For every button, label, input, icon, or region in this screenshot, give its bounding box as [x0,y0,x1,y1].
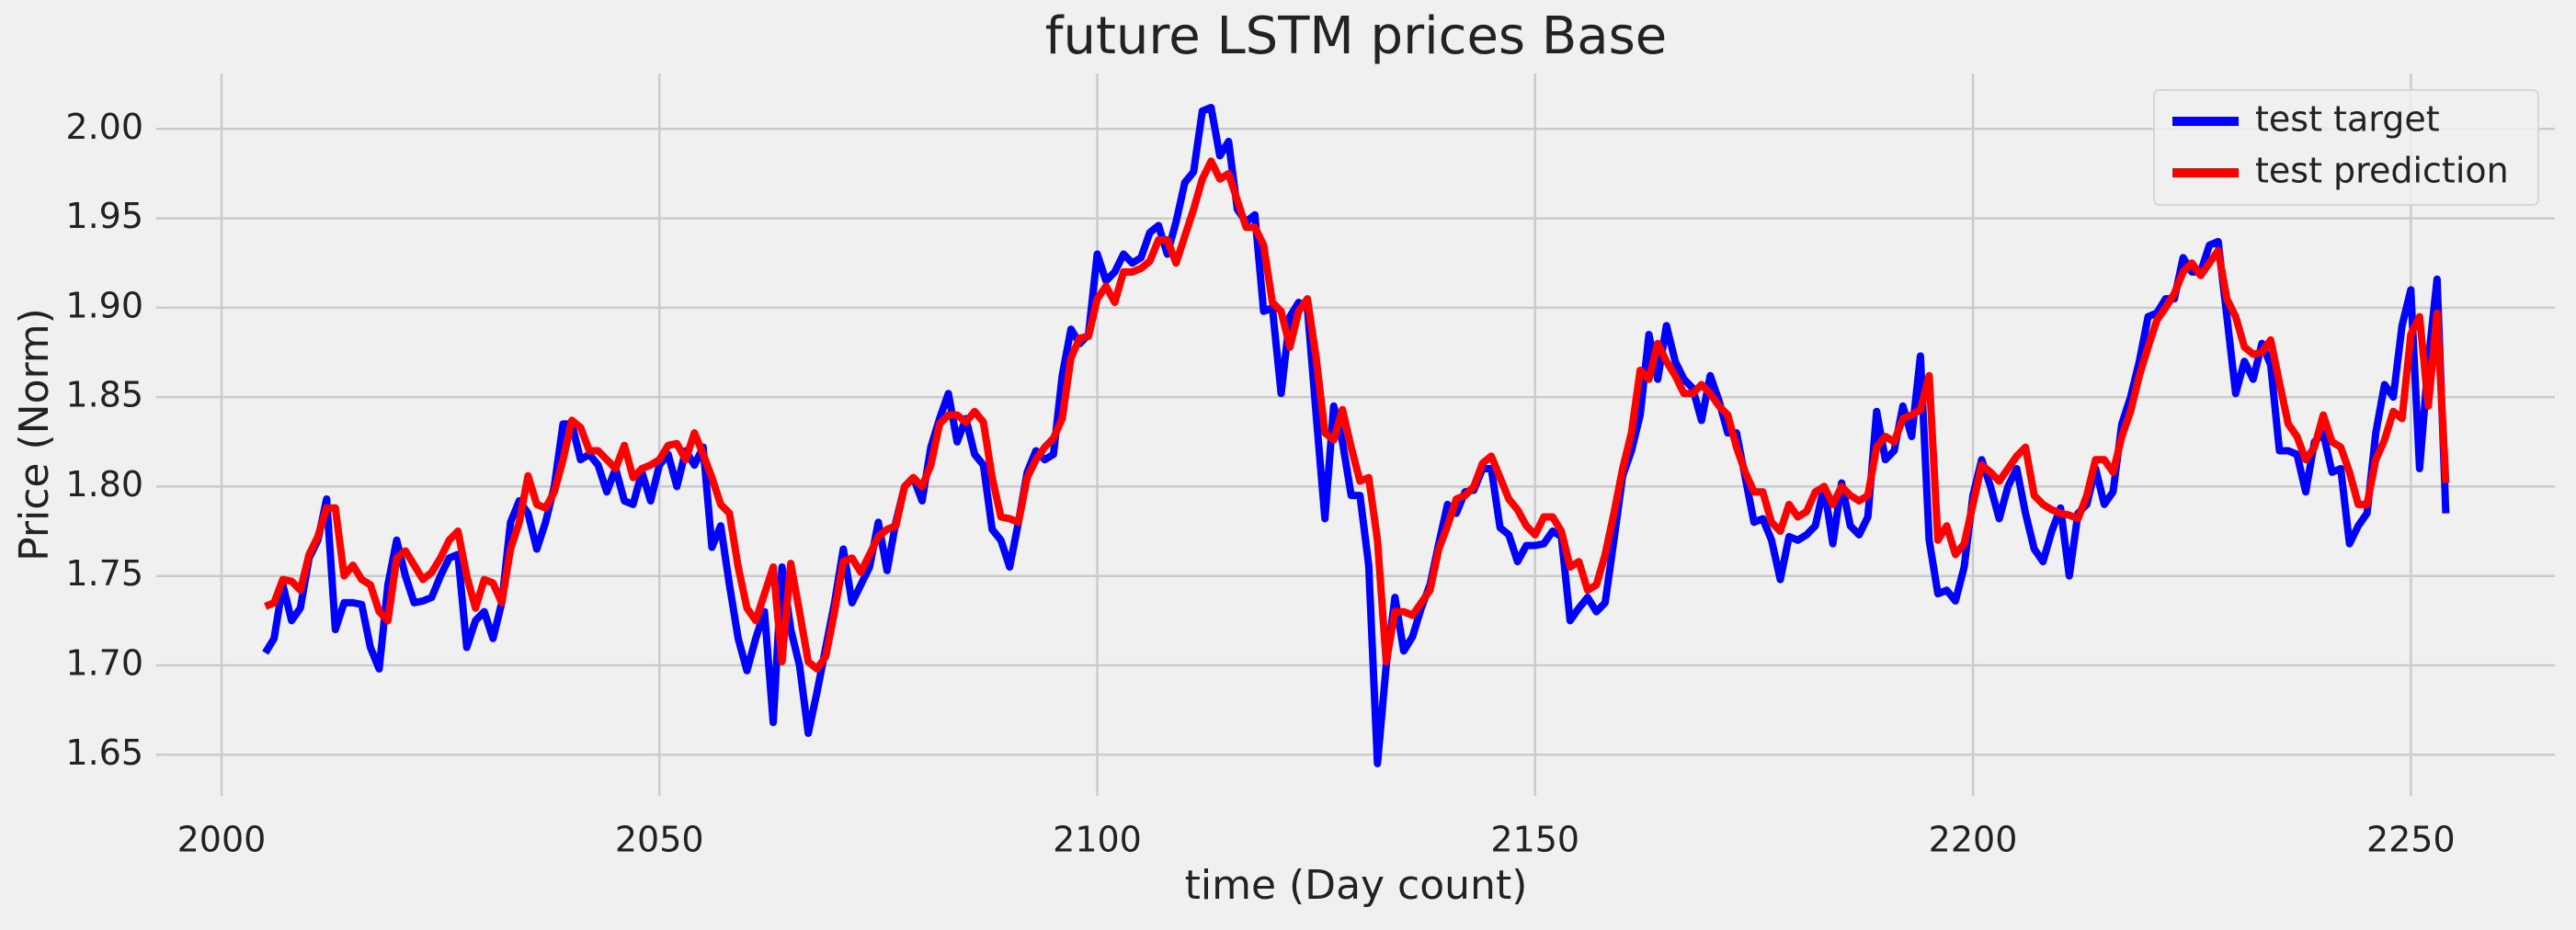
y-tick-label: 1.65 [65,732,143,773]
data-line [264,157,2450,673]
y-tick-label: 1.90 [65,285,143,325]
x-tick-label: 2250 [2366,820,2456,860]
x-tick-label: 2150 [1490,820,1579,860]
x-tick-label: 2050 [615,820,704,860]
x-axis-label: time (Day count) [1185,862,1528,909]
x-tick-label: 2200 [1929,820,2018,860]
y-tick-label: 1.85 [65,375,143,415]
legend-box [2153,89,2539,206]
legend-label: test target [2255,99,2440,140]
y-tick-label: 2.00 [65,107,143,147]
x-tick-label: 2000 [177,820,267,860]
y-tick-label: 1.75 [65,553,143,594]
legend-label: test prediction [2255,151,2509,191]
y-tick-label: 1.80 [65,464,143,505]
chart-title: future LSTM prices Base [1045,6,1667,66]
y-axis-label: Price (Norm) [11,308,58,561]
y-tick-label: 1.70 [65,642,143,683]
x-tick-label: 2100 [1053,820,1142,860]
y-tick-label: 1.95 [65,196,143,236]
legend: test target test prediction [2153,89,2539,206]
